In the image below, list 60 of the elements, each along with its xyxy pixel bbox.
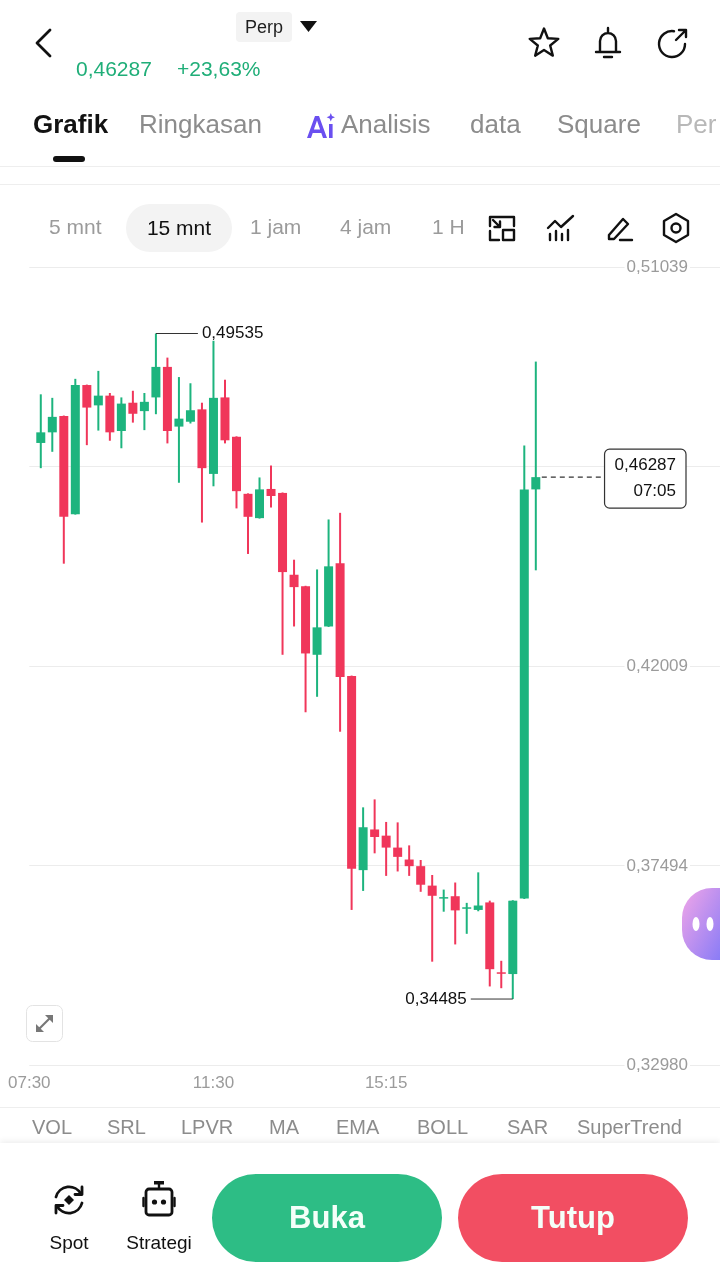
y-tick-label: 0,51039: [626, 256, 688, 276]
text: Grafik: [33, 109, 109, 140]
text: 5 mnt: [49, 215, 102, 240]
candlestick: [439, 888, 449, 913]
candlestick: [370, 798, 380, 855]
selected-pill: 15 mnt: [126, 204, 232, 252]
candlestick: [381, 820, 391, 877]
text: 1 jam: [250, 215, 302, 240]
text: data: [470, 109, 521, 140]
badge: Perp: [236, 12, 292, 42]
candlestick: [404, 844, 414, 877]
x-tick-label: 11:30: [192, 1073, 235, 1093]
text: 4 jam: [340, 215, 392, 240]
text: BOLL: [417, 1116, 469, 1139]
candlestick: [427, 874, 437, 963]
annotation: 0,34485: [405, 988, 467, 1008]
annotation: 0,49535: [201, 323, 264, 343]
candlestick: [266, 464, 276, 509]
text: EMA: [336, 1116, 380, 1139]
text: SuperTrend: [577, 1116, 682, 1139]
text: Per: [676, 109, 717, 140]
candlestick: [174, 376, 184, 484]
candlestick: [289, 558, 299, 628]
candlestick: [531, 360, 541, 572]
text: Ringkasan: [139, 109, 262, 140]
candlestick: [185, 382, 195, 425]
text: VOL: [32, 1116, 73, 1139]
x-tick-label: 07:30: [8, 1073, 51, 1093]
text: Strategi: [126, 1232, 192, 1254]
x-tick-label: 15:15: [364, 1073, 408, 1093]
candlestick: [93, 369, 103, 432]
close-position-button: Tutup: [458, 1174, 688, 1262]
y-tick-label: 0,42009: [626, 656, 688, 676]
text: SRL: [107, 1116, 146, 1139]
text: SAR: [507, 1116, 549, 1139]
text: +23,63%: [177, 57, 261, 82]
candlestick: [139, 391, 149, 432]
y-tick-label: 0,37494: [626, 855, 688, 875]
candlestick: [450, 881, 460, 946]
text: LPVR: [181, 1116, 234, 1139]
candlestick: [47, 396, 57, 453]
candlestick: [462, 901, 472, 935]
annotation: 07:05: [633, 480, 676, 500]
text: Spot: [49, 1232, 89, 1254]
candlestick: [496, 959, 506, 990]
candlestick: [128, 389, 138, 424]
y-tick-label: 0,32980: [626, 1055, 688, 1075]
candlestick: [473, 871, 483, 913]
candlestick: [416, 858, 426, 893]
ref-line-label: 0,46287: [614, 454, 676, 474]
text: 1 H: [432, 215, 465, 240]
open-position-button: Buka: [212, 1174, 442, 1262]
candlestick: [82, 383, 92, 447]
text: Analisis: [341, 109, 431, 140]
candlestick: [393, 821, 403, 873]
text: MA: [269, 1116, 299, 1139]
text: 0,46287: [76, 57, 152, 82]
text: Square: [557, 109, 641, 140]
candlestick: [36, 393, 46, 470]
candlestick: [243, 492, 253, 555]
